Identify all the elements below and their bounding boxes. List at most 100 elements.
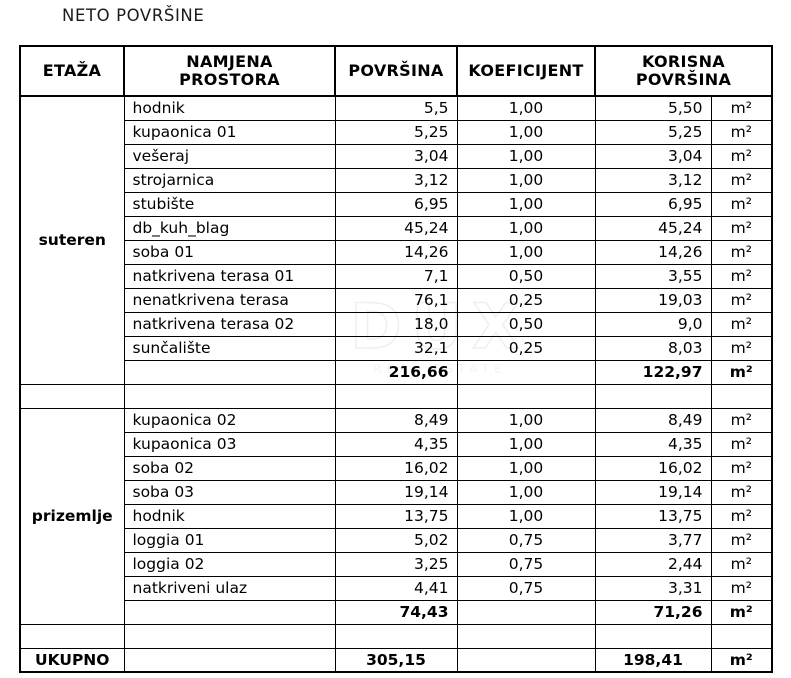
cell-povrsina: 7,1 [334, 263, 458, 289]
cell-namjena: natkrivena terasa 01 [123, 263, 336, 289]
col-header-namjena: NAMJENA PROSTORA [123, 45, 336, 97]
cell-koeficijent: 0,50 [456, 311, 596, 337]
cell-unit: m² [710, 407, 773, 433]
cell-namjena: loggia 01 [123, 527, 336, 553]
cell-unit: m² [710, 527, 773, 553]
spacer-row [19, 623, 773, 649]
cell-koeficijent: 1,00 [456, 503, 596, 529]
cell-povrsina: 3,12 [334, 167, 458, 193]
spacer-povrsina [334, 383, 458, 409]
cell-korisna-povrsina: 6,95 [594, 191, 712, 217]
total-row: UKUPNO 305,15 198,41 m² [19, 647, 773, 673]
cell-koeficijent: 1,00 [456, 143, 596, 169]
cell-povrsina: 45,24 [334, 215, 458, 241]
spacer-koeficijent [456, 383, 596, 409]
total-korisna-povrsina: 198,41 [594, 647, 712, 673]
section-label-prizemlje: prizemlje [19, 407, 125, 625]
cell-povrsina: 5,5 [334, 95, 458, 121]
cell-koeficijent: 1,00 [456, 407, 596, 433]
cell-unit: m² [710, 431, 773, 457]
table-row: hodnik 13,75 1,00 13,75 m² [20, 503, 773, 529]
cell-korisna-povrsina: 3,55 [594, 263, 712, 289]
cell-unit: m² [710, 455, 773, 481]
total-label: UKUPNO [19, 647, 125, 673]
subtotal-unit: m² [710, 599, 773, 625]
cell-koeficijent: 0,75 [456, 575, 596, 601]
cell-povrsina: 5,02 [334, 527, 458, 553]
cell-povrsina: 8,49 [334, 407, 458, 433]
cell-koeficijent: 1,00 [456, 167, 596, 193]
total-povrsina: 305,15 [334, 647, 458, 673]
cell-povrsina: 3,04 [334, 143, 458, 169]
cell-koeficijent: 1,00 [456, 431, 596, 457]
cell-koeficijent: 1,00 [456, 215, 596, 241]
table-row: kupaonica 03 4,35 1,00 4,35 m² [20, 431, 773, 457]
cell-povrsina: 13,75 [334, 503, 458, 529]
table-row: loggia 02 3,25 0,75 2,44 m² [20, 551, 773, 577]
table-row: stubište 6,95 1,00 6,95 m² [20, 191, 773, 217]
subtotal-row-prizemlje: 74,43 71,26 m² [20, 599, 773, 625]
cell-povrsina: 76,1 [334, 287, 458, 313]
spacer-namjena [123, 623, 336, 649]
page-title: NETO POVRŠINE [62, 6, 205, 25]
cell-unit: m² [710, 167, 773, 193]
spacer-unit [710, 623, 773, 649]
cell-korisna-povrsina: 5,50 [594, 95, 712, 121]
cell-povrsina: 6,95 [334, 191, 458, 217]
table-row: vešeraj 3,04 1,00 3,04 m² [20, 143, 773, 169]
cell-korisna-povrsina: 3,31 [594, 575, 712, 601]
subtotal-koeficijent [456, 599, 596, 625]
cell-namjena: kupaonica 03 [123, 431, 336, 457]
cell-namjena: soba 01 [123, 239, 336, 265]
subtotal-povrsina: 216,66 [334, 359, 458, 385]
cell-korisna-povrsina: 4,35 [594, 431, 712, 457]
subtotal-namjena [123, 359, 336, 385]
cell-koeficijent: 0,25 [456, 335, 596, 361]
cell-unit: m² [710, 215, 773, 241]
cell-namjena: soba 03 [123, 479, 336, 505]
cell-namjena: natkrivena terasa 02 [123, 311, 336, 337]
cell-namjena: hodnik [123, 95, 336, 121]
cell-namjena: vešeraj [123, 143, 336, 169]
cell-korisna-povrsina: 3,04 [594, 143, 712, 169]
cell-korisna-povrsina: 45,24 [594, 215, 712, 241]
cell-unit: m² [710, 575, 773, 601]
cell-unit: m² [710, 95, 773, 121]
cell-namjena: strojarnica [123, 167, 336, 193]
cell-povrsina: 16,02 [334, 455, 458, 481]
cell-namjena: kupaonica 01 [123, 119, 336, 145]
table-body: suteren hodnik 5,5 1,00 5,50 m² kupaonica 01 5,… [19, 95, 773, 673]
cell-koeficijent: 1,00 [456, 95, 596, 121]
cell-povrsina: 32,1 [334, 335, 458, 361]
cell-unit: m² [710, 287, 773, 313]
subtotal-unit: m² [710, 359, 773, 385]
cell-korisna-povrsina: 8,49 [594, 407, 712, 433]
spacer-korisna [594, 623, 712, 649]
subtotal-povrsina: 74,43 [334, 599, 458, 625]
col-header-povrsina: POVRŠINA [334, 45, 458, 97]
cell-namjena: nenatkrivena terasa [123, 287, 336, 313]
cell-unit: m² [710, 239, 773, 265]
cell-povrsina: 5,25 [334, 119, 458, 145]
cell-koeficijent: 0,50 [456, 263, 596, 289]
table-row: sunčalište 32,1 0,25 8,03 m² [20, 335, 773, 361]
section-label-suteren: suteren [19, 95, 125, 385]
subtotal-korisna-povrsina: 122,97 [594, 359, 712, 385]
cell-korisna-povrsina: 9,0 [594, 311, 712, 337]
cell-korisna-povrsina: 16,02 [594, 455, 712, 481]
cell-unit: m² [710, 143, 773, 169]
cell-koeficijent: 0,75 [456, 527, 596, 553]
cell-namjena: soba 02 [123, 455, 336, 481]
cell-korisna-povrsina: 19,03 [594, 287, 712, 313]
cell-povrsina: 4,41 [334, 575, 458, 601]
cell-namjena: kupaonica 02 [123, 407, 336, 433]
cell-korisna-povrsina: 3,12 [594, 167, 712, 193]
subtotal-koeficijent [456, 359, 596, 385]
cell-korisna-povrsina: 3,77 [594, 527, 712, 553]
cell-unit: m² [710, 263, 773, 289]
cell-unit: m² [710, 503, 773, 529]
total-unit: m² [710, 647, 773, 673]
cell-namjena: hodnik [123, 503, 336, 529]
col-header-korisna-povrsina: KORISNA POVRŠINA [593, 45, 774, 97]
spacer-etaza [19, 383, 125, 409]
